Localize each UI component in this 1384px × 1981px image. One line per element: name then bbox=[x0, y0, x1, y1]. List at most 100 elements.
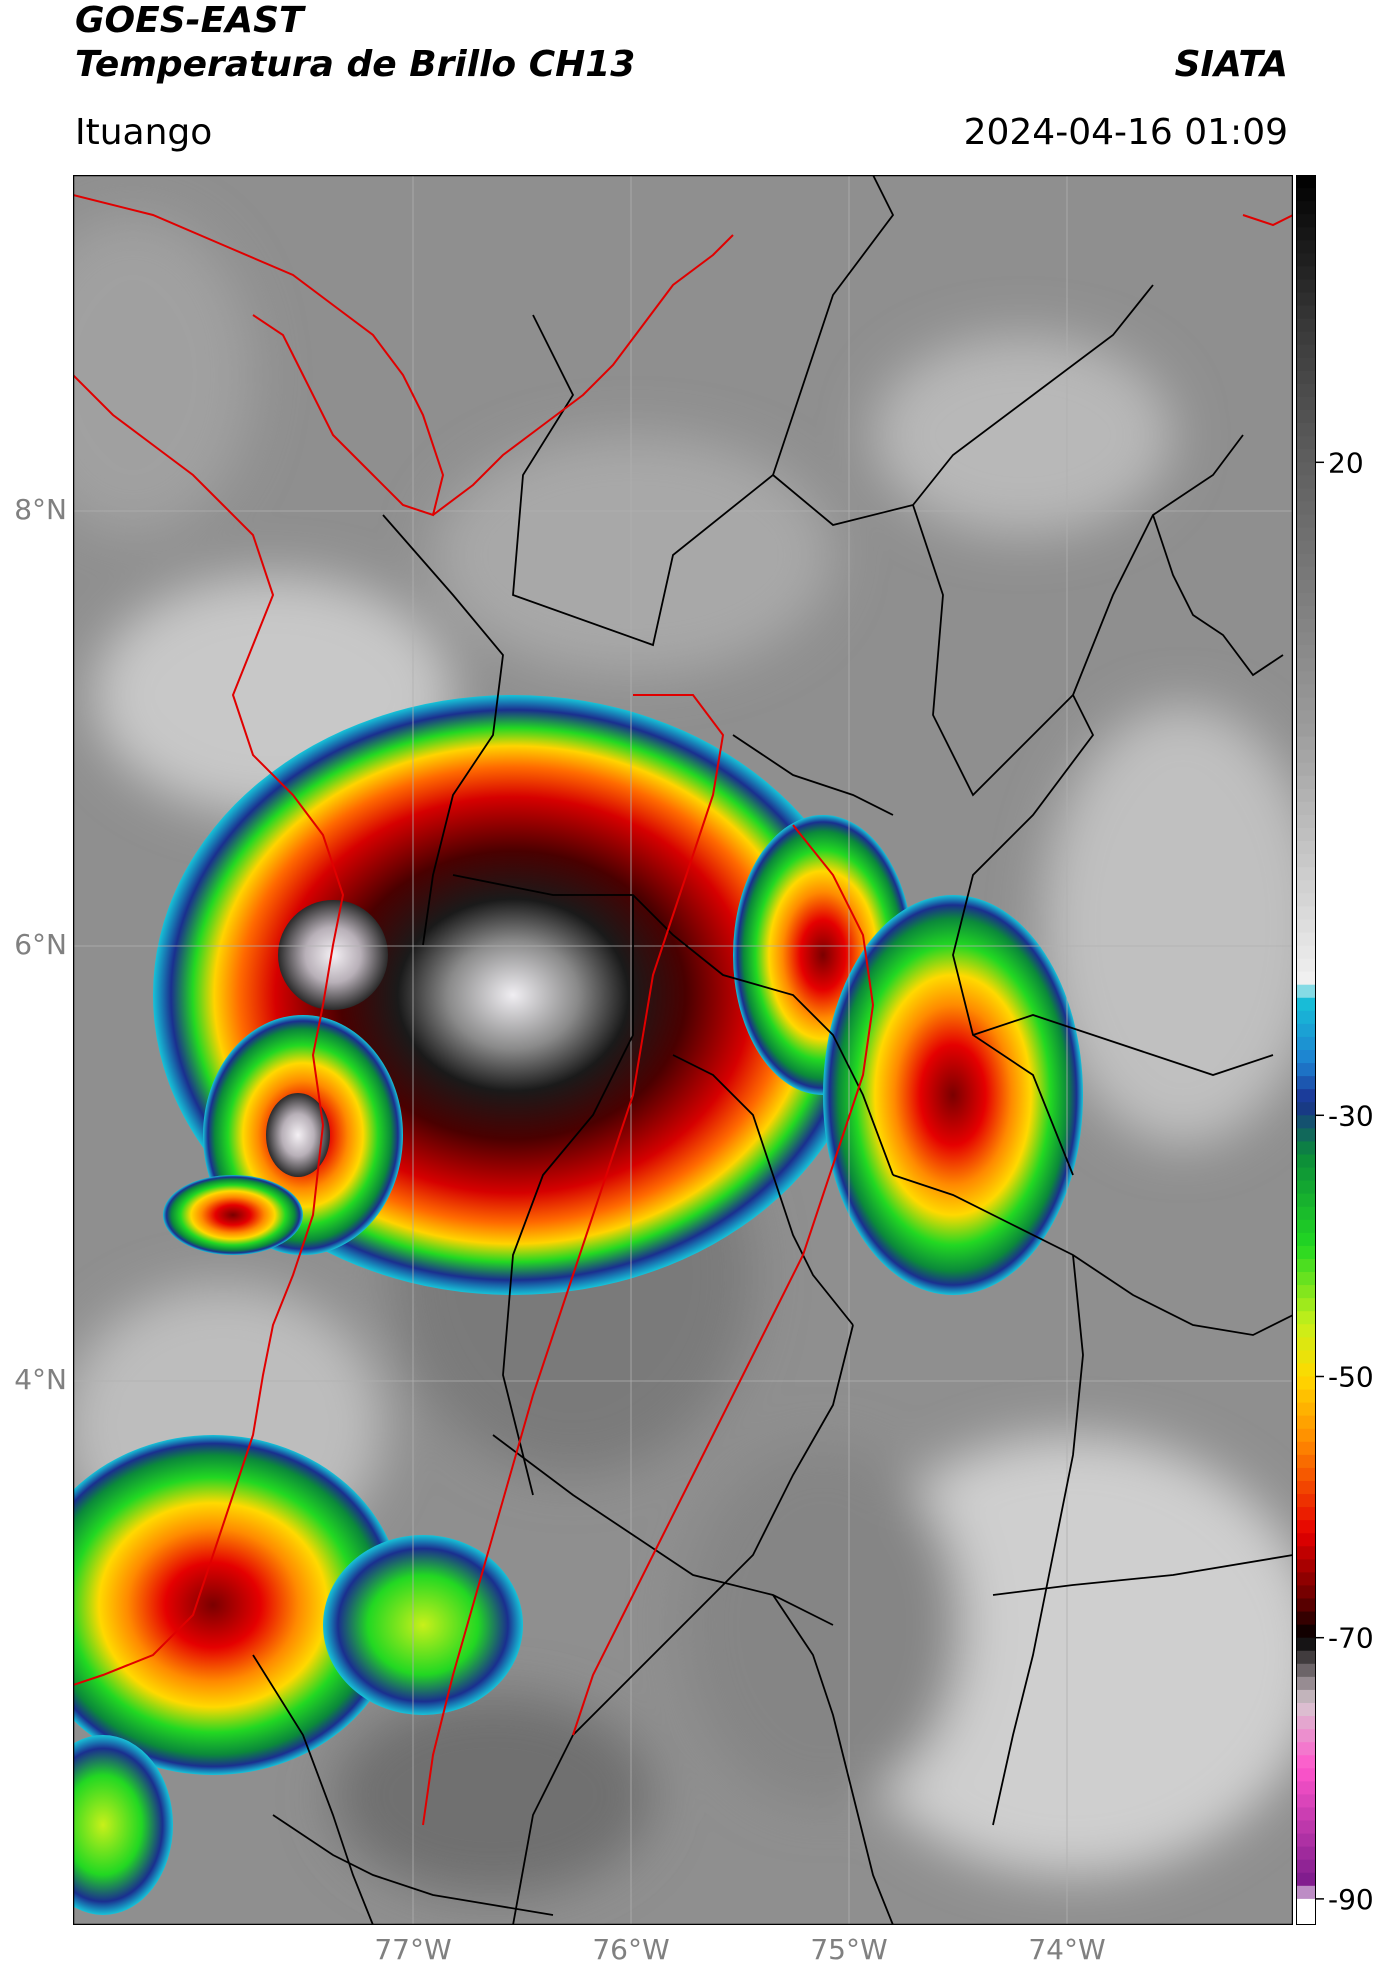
colorbar-band bbox=[1296, 501, 1316, 516]
colorbar-band bbox=[1296, 1454, 1316, 1469]
map-frame bbox=[73, 175, 1293, 1925]
colorbar-band bbox=[1296, 1441, 1316, 1456]
colorbar-band bbox=[1296, 645, 1316, 659]
colorbar-band bbox=[1296, 814, 1316, 829]
colorbar-band bbox=[1296, 1180, 1316, 1195]
colorbar-tick-label: 20 bbox=[1328, 446, 1364, 479]
colorbar-band bbox=[1296, 423, 1316, 437]
storm-cell-east-2 bbox=[823, 895, 1083, 1295]
colorbar-band bbox=[1296, 279, 1316, 294]
colorbar-band bbox=[1296, 370, 1316, 385]
colorbar-band bbox=[1296, 1154, 1316, 1169]
colorbar-band bbox=[1296, 841, 1316, 855]
colorbar-band bbox=[1296, 227, 1316, 241]
colorbar-band bbox=[1296, 383, 1316, 398]
satellite-map bbox=[73, 175, 1293, 1925]
colorbar-band bbox=[1296, 1742, 1316, 1756]
colorbar-band bbox=[1296, 1206, 1316, 1221]
colorbar-band bbox=[1296, 410, 1316, 424]
colorbar-band bbox=[1296, 867, 1316, 881]
colorbar-band bbox=[1296, 1768, 1316, 1782]
colorbar-band bbox=[1296, 854, 1316, 868]
colorbar-band bbox=[1296, 1480, 1316, 1495]
colorbar-band bbox=[1296, 697, 1316, 712]
latitude-tick-label: 6°N bbox=[14, 928, 67, 961]
colorbar-band bbox=[1296, 775, 1316, 790]
colorbar-band bbox=[1296, 1415, 1316, 1430]
colorbar-band bbox=[1296, 1716, 1316, 1730]
colorbar-band bbox=[1296, 1650, 1316, 1665]
longitude-tick-label: 75°W bbox=[810, 1933, 888, 1966]
colorbar-tick-label: -70 bbox=[1328, 1622, 1374, 1655]
colorbar-band bbox=[1296, 958, 1316, 973]
colorbar-band bbox=[1296, 906, 1316, 921]
colorbar-band bbox=[1296, 1219, 1316, 1234]
colorbar-band bbox=[1296, 710, 1316, 725]
colorbar-band bbox=[1296, 632, 1316, 646]
colorbar-ticks: 20 -30 -50 -70 -90 bbox=[1316, 446, 1374, 1916]
colorbar-band bbox=[1296, 1193, 1316, 1208]
country-borders bbox=[73, 194, 1293, 1826]
colorbar: 20 -30 -50 -70 -90 bbox=[1296, 175, 1374, 1925]
colorbar-band bbox=[1296, 1637, 1316, 1652]
colorbar-tick-label: -30 bbox=[1328, 1099, 1374, 1132]
colorbar-band bbox=[1296, 1102, 1316, 1116]
colorbar-band bbox=[1296, 292, 1316, 307]
colorbar-band bbox=[1296, 266, 1316, 281]
colorbar-band bbox=[1296, 1846, 1316, 1861]
colorbar-band bbox=[1296, 527, 1316, 542]
colorbar-band bbox=[1296, 344, 1316, 359]
colorbar-band bbox=[1296, 1324, 1316, 1338]
colorbar-band bbox=[1296, 984, 1316, 999]
colorbar-band bbox=[1296, 462, 1316, 476]
colorbar-band bbox=[1296, 357, 1316, 372]
map-title-product: Temperatura de Brillo CH13 bbox=[75, 44, 636, 85]
colorbar-band bbox=[1296, 1298, 1316, 1312]
timestamp-label: 2024-04-16 01:09 bbox=[963, 112, 1288, 153]
colorbar-band bbox=[1296, 1050, 1316, 1064]
colorbar-band bbox=[1296, 1507, 1316, 1521]
colorbar-band bbox=[1296, 305, 1316, 320]
colorbar-band bbox=[1296, 488, 1316, 503]
colorbar-band bbox=[1296, 188, 1316, 202]
colorbar-tick-label: -90 bbox=[1328, 1883, 1374, 1916]
colorbar-band bbox=[1296, 736, 1316, 751]
colorbar-band bbox=[1296, 1624, 1316, 1639]
region-label: Ituango bbox=[75, 112, 213, 153]
colorbar-band bbox=[1296, 1689, 1316, 1704]
colorbar-band bbox=[1296, 1676, 1316, 1691]
colorbar-band bbox=[1296, 1428, 1316, 1443]
colorbar-band bbox=[1296, 214, 1316, 228]
colorbar-band bbox=[1296, 788, 1316, 803]
colorbar-band bbox=[1296, 1232, 1316, 1247]
colorbar-band bbox=[1296, 1115, 1316, 1129]
colorbar-band bbox=[1296, 1076, 1316, 1090]
colorbar-band bbox=[1296, 1036, 1316, 1051]
colorbar-band bbox=[1296, 540, 1316, 555]
colorbar-band bbox=[1296, 684, 1316, 698]
colorbar-band bbox=[1296, 1272, 1316, 1286]
colorbar-band bbox=[1296, 1572, 1316, 1587]
longitude-tick-label: 74°W bbox=[1028, 1933, 1106, 1966]
colorbar-band bbox=[1296, 893, 1316, 907]
colorbar-band bbox=[1296, 397, 1316, 411]
colorbar-tick-label: -50 bbox=[1328, 1360, 1374, 1393]
storm-core bbox=[278, 900, 388, 1010]
colorbar-band bbox=[1296, 1911, 1316, 1925]
colorbar-band bbox=[1296, 671, 1316, 685]
colorbar-frame bbox=[1296, 175, 1316, 1925]
colorbar-band bbox=[1296, 579, 1316, 594]
colorbar-bands bbox=[1296, 175, 1316, 1925]
colorbar-band bbox=[1296, 1820, 1316, 1835]
storm-cell-small bbox=[323, 1535, 523, 1715]
colorbar-band bbox=[1296, 749, 1316, 764]
longitude-tick-label: 77°W bbox=[374, 1933, 452, 1966]
colorbar-band bbox=[1296, 318, 1316, 333]
storm-core bbox=[266, 1093, 330, 1177]
colorbar-band bbox=[1296, 1794, 1316, 1809]
colorbar-band bbox=[1296, 1781, 1316, 1796]
colorbar-band bbox=[1296, 1898, 1316, 1913]
colorbar-band bbox=[1296, 1023, 1316, 1038]
colorbar-band bbox=[1296, 592, 1316, 607]
colorbar-band bbox=[1296, 566, 1316, 581]
